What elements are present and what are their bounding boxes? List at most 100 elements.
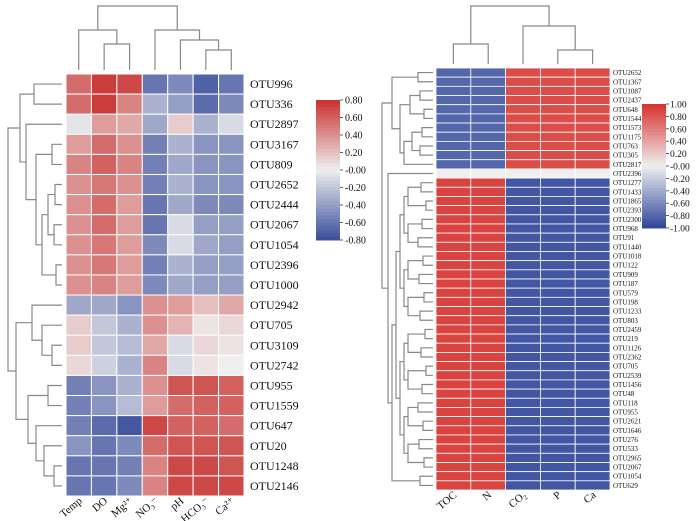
heatmap-cell bbox=[470, 104, 506, 115]
colorbar-segment bbox=[642, 197, 666, 201]
dendro-link bbox=[407, 260, 423, 280]
heatmap-cell bbox=[141, 294, 169, 316]
heatmap-cell bbox=[167, 254, 194, 276]
heatmap-cell bbox=[505, 452, 541, 463]
heatmap-cell bbox=[574, 214, 611, 225]
heatmap-cell bbox=[505, 480, 541, 491]
colorbar-segment bbox=[316, 229, 340, 234]
heatmap-cell bbox=[505, 168, 541, 179]
heatmap-cell bbox=[435, 251, 472, 262]
heatmap-cell bbox=[65, 254, 92, 276]
heatmap-cell bbox=[435, 388, 472, 399]
heatmap-cell bbox=[435, 471, 472, 482]
colorbar-segment bbox=[316, 159, 340, 164]
heatmap-cell bbox=[540, 434, 576, 445]
heatmap-cell bbox=[167, 395, 194, 417]
colorbar-segment bbox=[642, 119, 666, 124]
heatmap-cell bbox=[167, 374, 194, 397]
heatmap-cell bbox=[90, 374, 118, 397]
colorbar-segment bbox=[642, 175, 666, 179]
colorbar-segment bbox=[316, 124, 340, 129]
colorbar-segment bbox=[316, 194, 340, 199]
heatmap-cell bbox=[470, 342, 506, 353]
row-label: OTU803 bbox=[613, 317, 638, 325]
heatmap-cell bbox=[192, 173, 220, 196]
heatmap-cell bbox=[470, 333, 506, 344]
dendro-link bbox=[423, 457, 433, 468]
heatmap-cell bbox=[218, 294, 245, 316]
colorbar-segment bbox=[642, 187, 666, 192]
heatmap-cell bbox=[141, 374, 169, 397]
heatmap-cell bbox=[435, 177, 472, 188]
heatmap-cell bbox=[435, 278, 472, 289]
heatmap-cell bbox=[574, 186, 611, 197]
heatmap-cell bbox=[141, 455, 169, 477]
colorbar-segment bbox=[642, 131, 666, 136]
heatmap-cell bbox=[470, 205, 506, 216]
heatmap-cell bbox=[540, 333, 576, 344]
colorbar-segment bbox=[316, 222, 340, 227]
heatmap-cell bbox=[90, 314, 118, 336]
heatmap-cell bbox=[435, 361, 472, 372]
heatmap-cell bbox=[470, 434, 506, 445]
heatmap-cell bbox=[574, 159, 611, 170]
colorbar-tick-label: -0.40 bbox=[345, 201, 366, 212]
heatmap-cell bbox=[141, 93, 169, 115]
heatmap-cell bbox=[540, 370, 576, 381]
dendro-link bbox=[27, 394, 48, 444]
heatmap-cell bbox=[505, 76, 541, 87]
colorbar-tick-label: -0.40 bbox=[670, 187, 690, 197]
heatmap-cell bbox=[218, 435, 245, 457]
heatmap-cell bbox=[540, 67, 576, 78]
row-label: OTU2067 bbox=[250, 218, 299, 232]
heatmap-cell bbox=[435, 443, 472, 454]
row-label: OTU1456 bbox=[613, 381, 642, 389]
colorbar-segment bbox=[642, 107, 666, 111]
row-label: OTU2942 bbox=[250, 298, 299, 312]
colorbar-segment bbox=[642, 135, 666, 139]
heatmap-cell bbox=[192, 395, 220, 417]
heatmap-cell bbox=[540, 407, 576, 417]
row-label: OTU3167 bbox=[250, 137, 299, 151]
heatmap-cell bbox=[540, 416, 576, 427]
heatmap-cell bbox=[470, 122, 506, 133]
dendro-link bbox=[403, 140, 433, 165]
heatmap-cell bbox=[192, 415, 220, 437]
heatmap-cell bbox=[574, 177, 611, 188]
colorbar-tick-label: 0.80 bbox=[670, 113, 687, 123]
heatmap-cell bbox=[505, 241, 541, 252]
column-label: N bbox=[480, 489, 494, 503]
heatmap-cell bbox=[574, 306, 611, 317]
heatmap-cell bbox=[540, 177, 576, 188]
heatmap-cell bbox=[540, 471, 576, 482]
dendro-link bbox=[205, 49, 232, 70]
heatmap-cell bbox=[90, 173, 118, 196]
heatmap-cell bbox=[574, 95, 611, 106]
colorbar-segment bbox=[642, 215, 666, 220]
heatmap-cell bbox=[470, 351, 506, 362]
heatmap-cell bbox=[505, 131, 541, 142]
row-label: OTU1087 bbox=[613, 87, 642, 95]
heatmap-cell bbox=[574, 269, 611, 280]
colorbar-segment bbox=[316, 103, 340, 108]
colorbar-segment bbox=[642, 212, 666, 217]
dendro-link bbox=[407, 370, 426, 390]
heatmap-cell bbox=[470, 67, 506, 78]
row-label: OTU2300 bbox=[613, 216, 642, 224]
heatmap-cell bbox=[574, 196, 611, 206]
heatmap-cell bbox=[435, 159, 472, 170]
heatmap-cell bbox=[435, 397, 472, 408]
colorbar-segment bbox=[316, 117, 340, 122]
heatmap-cell bbox=[218, 73, 245, 95]
heatmap-cell bbox=[218, 354, 245, 376]
colorbar-segment bbox=[316, 226, 340, 230]
heatmap-cell bbox=[470, 397, 506, 408]
heatmap-cell bbox=[505, 443, 541, 454]
heatmap-cell bbox=[141, 314, 169, 336]
heatmap-cell bbox=[505, 379, 541, 390]
heatmap-cell bbox=[141, 133, 169, 155]
dendro-link bbox=[421, 383, 433, 395]
column-label: pH bbox=[168, 495, 186, 513]
colorbar-segment bbox=[316, 201, 340, 206]
heatmap-cell bbox=[470, 113, 506, 124]
